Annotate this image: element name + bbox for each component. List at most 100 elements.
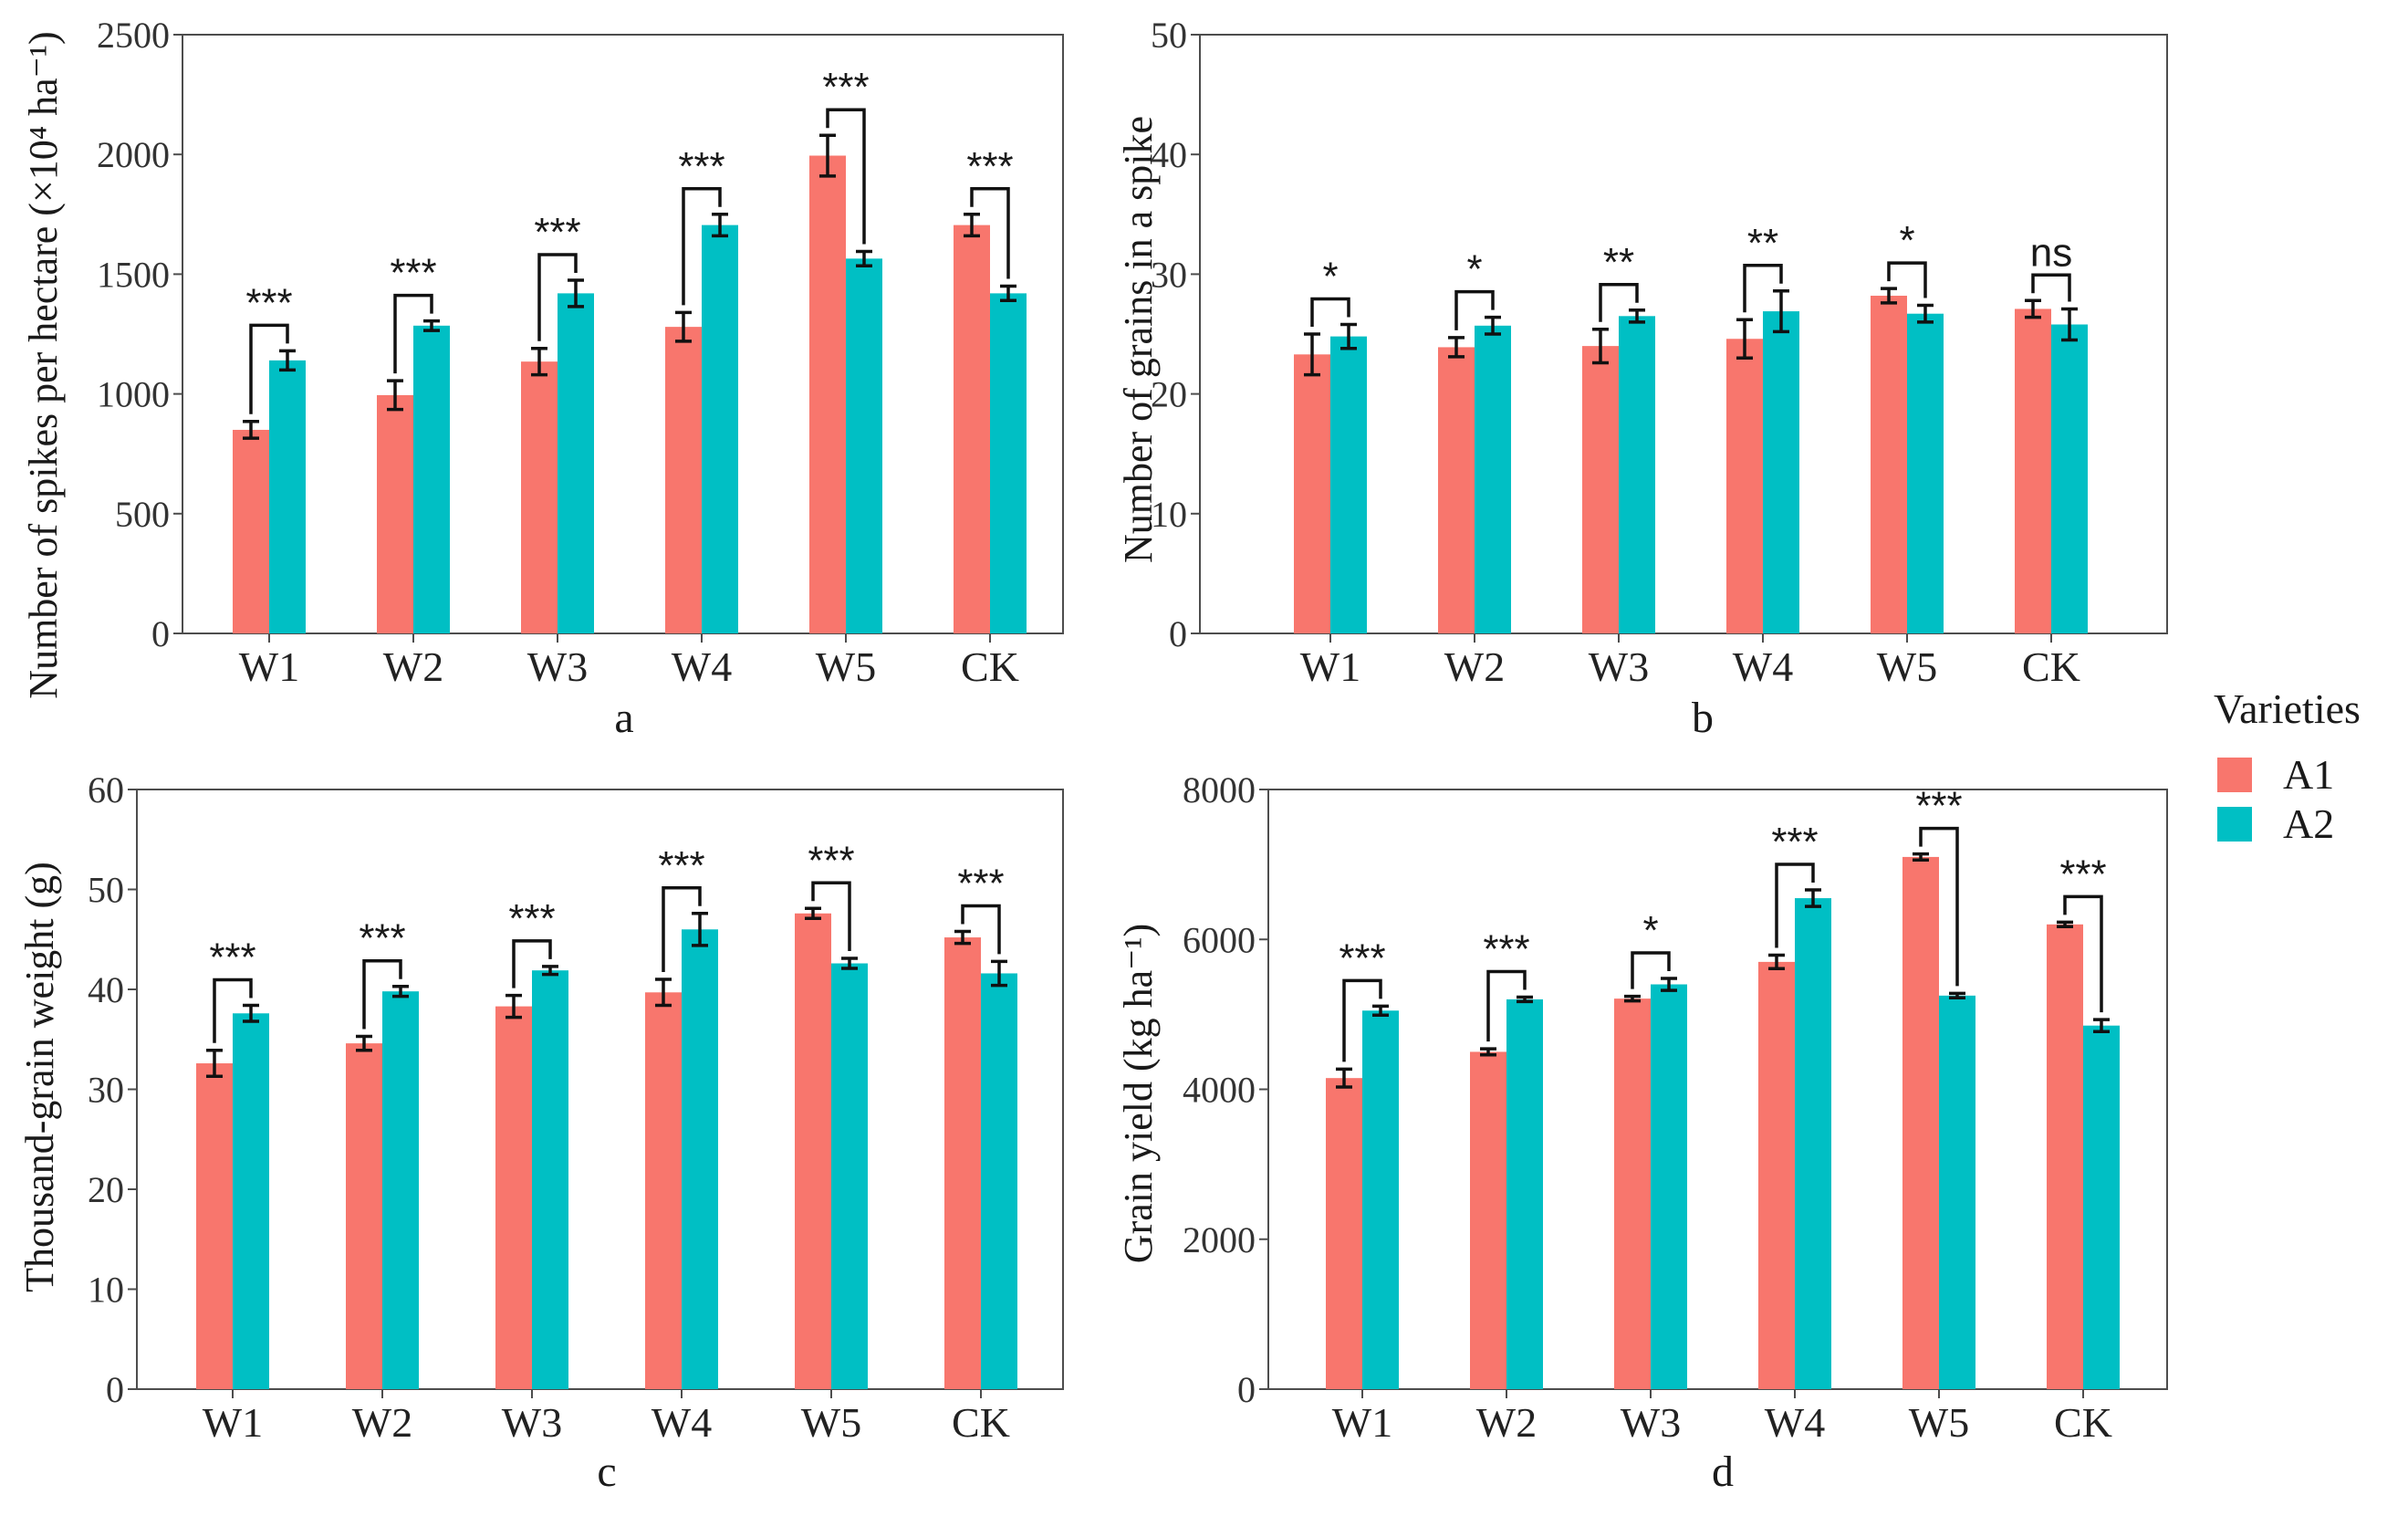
panel-c-error-bar-ck-a1 <box>954 929 971 946</box>
legend-title: Varieties <box>2214 685 2361 732</box>
panel-d-bar-ck-a2 <box>2083 1025 2120 1389</box>
panel-a-y-tick-label-5: 2500 <box>97 15 170 56</box>
panel-c-error-bar-w4-a2 <box>692 912 708 947</box>
panel-b-error-bar-w5-a1 <box>1881 287 1897 305</box>
panel-b-significance-bracket-w1 <box>1310 297 1350 327</box>
panel-a-error-bar-w4-a1 <box>675 310 692 343</box>
panel-b-y-tick-label-0: 0 <box>1169 613 1187 654</box>
panel-d-error-bar-w1-a2 <box>1372 1004 1389 1017</box>
panel-d-significance-bracket-w1 <box>1342 978 1382 1062</box>
panel-c-x-tick-label-w3: W3 <box>502 1399 562 1446</box>
panel-b-significance-bracket-w4 <box>1743 264 1783 313</box>
panel-d-significance-bracket-w3 <box>1631 951 1671 989</box>
panel-b-error-bar-ck-a2 <box>2061 307 2078 342</box>
panel-b-bar-w5-a2 <box>1907 313 1944 633</box>
panel-b-significance-label-w1: * <box>1322 255 1338 299</box>
panel-d-bar-w1-a2 <box>1362 1010 1399 1389</box>
panel-b-bar-w3-a2 <box>1619 316 1655 633</box>
panel-b-error-bar-w4-a2 <box>1773 289 1789 334</box>
panel-a-significance-label-w5: *** <box>822 65 869 110</box>
panel-c-significance-label-w1: *** <box>209 936 255 980</box>
panel-a-y-tick-label-1: 500 <box>115 494 170 535</box>
panel-b-bar-w3-a1 <box>1582 346 1619 633</box>
panel-a-bar-w2-a1 <box>377 394 413 633</box>
panel-c-x-tick-label-w2: W2 <box>352 1399 412 1446</box>
panel-b-y-tick-label-5: 50 <box>1151 15 1187 56</box>
panel-b-y-tick-label-1: 10 <box>1151 494 1187 535</box>
panel-c-bar-w2-a1 <box>346 1043 382 1389</box>
panel-d-significance-label-w5: *** <box>1915 784 1962 829</box>
panel-d-error-bar-w5-a1 <box>1913 852 1929 862</box>
panel-d-bar-w5-a2 <box>1939 995 1975 1389</box>
panel-b-error-bar-w2-a1 <box>1448 336 1465 359</box>
panel-c-error-bar-ck-a2 <box>991 959 1007 988</box>
panel-c-bar-w3-a1 <box>495 1006 532 1389</box>
panel-c-error-bar-w3-a2 <box>542 965 558 977</box>
panel-d-bar-w3-a2 <box>1651 984 1687 1389</box>
panel-b-bar-w2-a1 <box>1438 347 1475 633</box>
panel-d-x-tick-label-w4: W4 <box>1765 1399 1825 1446</box>
panel-a-error-bar-ck-a1 <box>964 213 980 238</box>
panel-a-error-bar-w2-a1 <box>387 379 403 412</box>
panel-d-x-tick-label-w3: W3 <box>1621 1399 1681 1446</box>
panel-a-x-tick-label-w1: W1 <box>239 643 299 690</box>
panel-d-bar-w2-a2 <box>1506 998 1543 1389</box>
panel-b-x-tick-label-w4: W4 <box>1733 643 1793 690</box>
panel-a-bar-w5-a2 <box>846 258 882 633</box>
panel-c-bar-w3-a2 <box>532 970 568 1389</box>
panel-c-significance-bracket-w3 <box>512 939 552 988</box>
panel-b-y-tick-label-3: 30 <box>1151 254 1187 295</box>
panel-a-error-bar-w1-a1 <box>243 420 259 440</box>
panel-b-significance-label-ck: ns <box>2030 230 2072 275</box>
panel-a: Number of spikes per hectare (×10⁴ ha⁻¹)… <box>21 15 1064 742</box>
panel-b-bar-w5-a1 <box>1871 296 1907 633</box>
panel-b-significance-label-w3: ** <box>1603 240 1634 285</box>
panel-d-frame <box>1267 789 2168 1390</box>
panel-c-error-bar-w2-a2 <box>392 984 409 998</box>
panel-b-significance-bracket-w3 <box>1599 283 1639 322</box>
panel-a-y-tick-label-4: 2000 <box>97 134 170 175</box>
panel-b-error-bar-w3-a2 <box>1629 308 1645 324</box>
panel-a-error-bar-w3-a2 <box>568 278 584 308</box>
panel-b-significance-bracket-w2 <box>1454 289 1495 330</box>
panel-c-y-tick-label-4: 40 <box>88 969 124 1010</box>
panel-b-x-tick-label-w1: W1 <box>1300 643 1360 690</box>
panel-d-x-tick-label-w5: W5 <box>1909 1399 1969 1446</box>
panel-a-bar-w4-a1 <box>665 327 702 633</box>
panel-d-significance-bracket-w4 <box>1775 863 1815 948</box>
panel-c-x-tick-label-w4: W4 <box>652 1399 712 1446</box>
panel-b-error-bar-w5-a2 <box>1917 303 1934 324</box>
panel-a-error-bar-w5-a1 <box>819 133 836 178</box>
panel-d-error-bar-w4-a2 <box>1805 888 1821 908</box>
panel-a-significance-label-w2: *** <box>390 251 436 296</box>
panel-a-significance-bracket-w3 <box>537 253 578 341</box>
panel-a-error-bar-w5-a2 <box>856 249 872 267</box>
panel-a-error-bar-ck-a2 <box>1000 284 1016 303</box>
panel-d-bar-w5-a1 <box>1902 856 1939 1389</box>
panel-d-bar-w1-a1 <box>1326 1078 1362 1389</box>
panel-d-y-tick-label-2: 4000 <box>1183 1070 1256 1111</box>
panel-a-y-tick-label-0: 0 <box>151 613 170 654</box>
panel-d-error-bar-w5-a2 <box>1949 991 1965 1000</box>
legend: Varieties A1 A2 <box>2214 685 2361 847</box>
panel-b-significance-label-w5: * <box>1899 218 1914 263</box>
panel-d-y-tick-label-0: 0 <box>1237 1369 1256 1410</box>
panel-c-error-bar-w5-a1 <box>805 906 821 921</box>
panel-b-significance-bracket-ck <box>2031 273 2071 302</box>
panel-d-bar-w4-a2 <box>1795 898 1831 1389</box>
panel-b-bar-w1-a2 <box>1330 336 1367 633</box>
panel-a-bar-w5-a1 <box>809 155 846 634</box>
panel-c-significance-bracket-w1 <box>213 978 253 1043</box>
panel-b-x-tick-label-w2: W2 <box>1444 643 1505 690</box>
panel-c-bar-w2-a2 <box>382 991 419 1389</box>
panel-c-x-tick-label-ck: CK <box>952 1399 1010 1446</box>
panel-a-x-tick-label-w3: W3 <box>527 643 588 690</box>
panel-a-x-tick-label-ck: CK <box>961 643 1019 690</box>
panel-d-error-bar-ck-a1 <box>2057 920 2073 929</box>
panel-c-letter: c <box>597 1448 616 1496</box>
panel-d-error-bar-w4-a1 <box>1768 953 1785 971</box>
panel-c-y-tick-label-5: 50 <box>88 870 124 911</box>
legend-label-a2: A2 <box>2283 800 2334 847</box>
panel-b-bar-ck-a2 <box>2051 324 2088 633</box>
